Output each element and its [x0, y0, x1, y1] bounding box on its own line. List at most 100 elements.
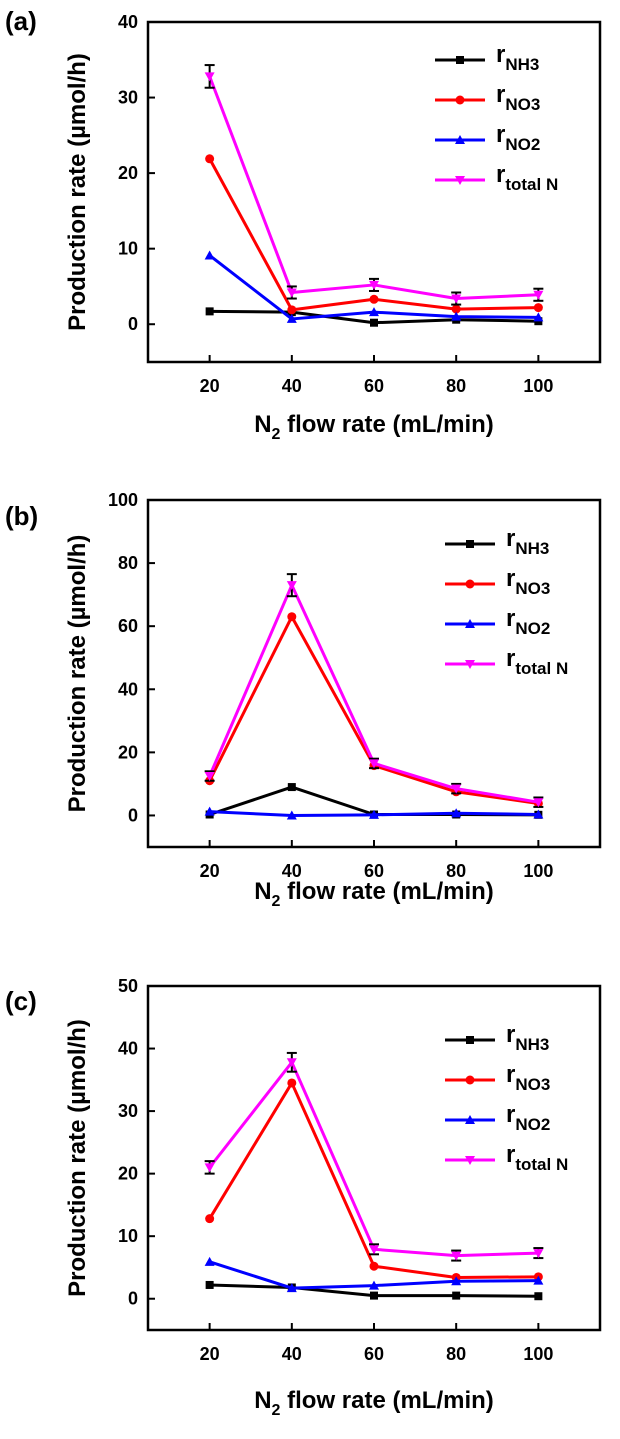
legend-label-sub: NO2 — [515, 619, 550, 638]
series-no3 — [205, 154, 543, 315]
marker-triangle-up — [369, 809, 379, 819]
marker-circle — [205, 1214, 215, 1224]
x-tick-label: 20 — [200, 861, 220, 881]
legend-entry: rNO3 — [435, 81, 540, 114]
marker-triangle-up — [455, 135, 465, 144]
legend-label-main: r — [496, 81, 505, 108]
x-axis-title-rest: flow rate (mL/min) — [280, 1387, 493, 1414]
marker-triangle-up — [451, 808, 462, 818]
marker-circle — [455, 95, 465, 105]
legend-label-main: r — [506, 1061, 515, 1088]
series-no2 — [204, 806, 544, 820]
legend-label-sub: NO2 — [505, 135, 540, 154]
chart-panel-2: (b) 0 20 40 60 80 100 20 40 60 80 100 Production rat… — [5, 490, 602, 910]
x-axis-title: N2 flow rate (mL/min) — [254, 878, 494, 910]
marker-square — [287, 783, 296, 792]
marker-square — [205, 307, 214, 316]
marker-triangle-down — [533, 290, 544, 300]
marker-circle — [369, 1261, 379, 1271]
marker-circle — [465, 1075, 475, 1085]
legend-label-sub: NO2 — [515, 1115, 550, 1134]
legend-entry: rNO2 — [445, 605, 550, 638]
marker-triangle-down — [533, 798, 544, 808]
x-tick-label: 60 — [364, 1344, 384, 1364]
legend-label: rNO3 — [506, 565, 550, 598]
x-axis-title-sub: 2 — [272, 426, 281, 443]
x-tick-label: 60 — [364, 376, 384, 396]
y-tick-label: 80 — [118, 553, 138, 573]
legend-label-main: r — [506, 565, 515, 592]
y-tick-label: 10 — [118, 239, 138, 259]
x-tick-label: 40 — [282, 861, 302, 881]
plot-frame — [146, 20, 602, 364]
legend-label-main: r — [506, 645, 515, 672]
y-tick-label: 0 — [128, 805, 138, 825]
y-axis-title: Production rate (µmol/h) — [64, 1019, 91, 1297]
legend-entry: rNH3 — [445, 525, 549, 558]
marker-triangle-down — [369, 1245, 379, 1255]
marker-triangle-up — [204, 806, 215, 816]
panel-label: (b) — [5, 501, 38, 531]
legend-label-sub: NH3 — [515, 1035, 549, 1054]
x-tick-label: 80 — [446, 376, 466, 396]
legend-entry: rNO2 — [435, 121, 540, 154]
marker-square — [466, 540, 474, 548]
y-tick-label: 20 — [118, 742, 138, 762]
legend-label: rtotal N — [506, 1141, 568, 1174]
marker-square — [370, 318, 378, 327]
legend-label-sub: NH3 — [505, 55, 539, 74]
panel-label: (a) — [5, 6, 37, 36]
legend-label-sub: NO3 — [515, 579, 550, 598]
y-axis-title: Production rate (µmol/h) — [64, 535, 91, 813]
y-tick-label: 40 — [118, 1039, 138, 1059]
legend-label: rNO2 — [506, 1101, 550, 1134]
legend-entry: rNO3 — [445, 565, 550, 598]
marker-triangle-down — [286, 581, 297, 591]
plot-frame — [146, 498, 602, 849]
x-tick-label: 100 — [523, 861, 553, 881]
series-no3 — [205, 1078, 543, 1282]
marker-square — [452, 1291, 461, 1300]
series-no2 — [204, 1256, 544, 1293]
legend-label-sub: NO3 — [505, 95, 540, 114]
marker-circle — [205, 154, 215, 164]
legend-entry: rtotal N — [435, 161, 558, 194]
y-tick-label: 20 — [118, 163, 138, 183]
marker-triangle-up — [286, 810, 297, 820]
y-tick-label: 0 — [128, 1289, 138, 1309]
legend-entry: rtotal N — [445, 645, 568, 678]
marker-circle — [465, 579, 475, 589]
y-tick-label: 10 — [118, 1226, 138, 1246]
marker-triangle-down — [286, 288, 297, 298]
marker-triangle-up — [286, 1283, 297, 1293]
marker-circle — [451, 304, 461, 314]
marker-triangle-up — [533, 809, 544, 819]
marker-triangle-up — [465, 1115, 475, 1124]
x-tick-label: 40 — [282, 1344, 302, 1364]
x-axis-title-rest: flow rate (mL/min) — [280, 411, 493, 438]
marker-circle — [533, 303, 543, 313]
legend-entry: rtotal N — [445, 1141, 568, 1174]
marker-triangle-down — [451, 1251, 462, 1261]
y-tick-label: 60 — [118, 616, 138, 636]
marker-triangle-down — [451, 784, 462, 794]
y-tick-label: 40 — [118, 12, 138, 32]
marker-triangle-down — [465, 660, 475, 669]
legend-label: rNO2 — [496, 121, 540, 154]
legend-label: rtotal N — [496, 161, 558, 194]
x-tick-label: 40 — [282, 376, 302, 396]
marker-triangle-up — [369, 1280, 379, 1290]
legend-label-sub: total N — [505, 175, 558, 194]
legend-entry: rNO2 — [445, 1101, 550, 1134]
legend-label-sub: NO3 — [515, 1075, 550, 1094]
marker-triangle-up — [451, 1276, 462, 1286]
marker-triangle-down — [455, 176, 465, 185]
marker-circle — [287, 612, 297, 622]
x-tick-label: 60 — [364, 861, 384, 881]
marker-triangle-down — [369, 759, 379, 769]
series-total-n — [204, 1051, 544, 1262]
x-tick-label: 80 — [446, 1344, 466, 1364]
legend-label-main: r — [496, 41, 505, 68]
marker-triangle-up — [286, 313, 297, 323]
series-no2 — [204, 250, 544, 323]
